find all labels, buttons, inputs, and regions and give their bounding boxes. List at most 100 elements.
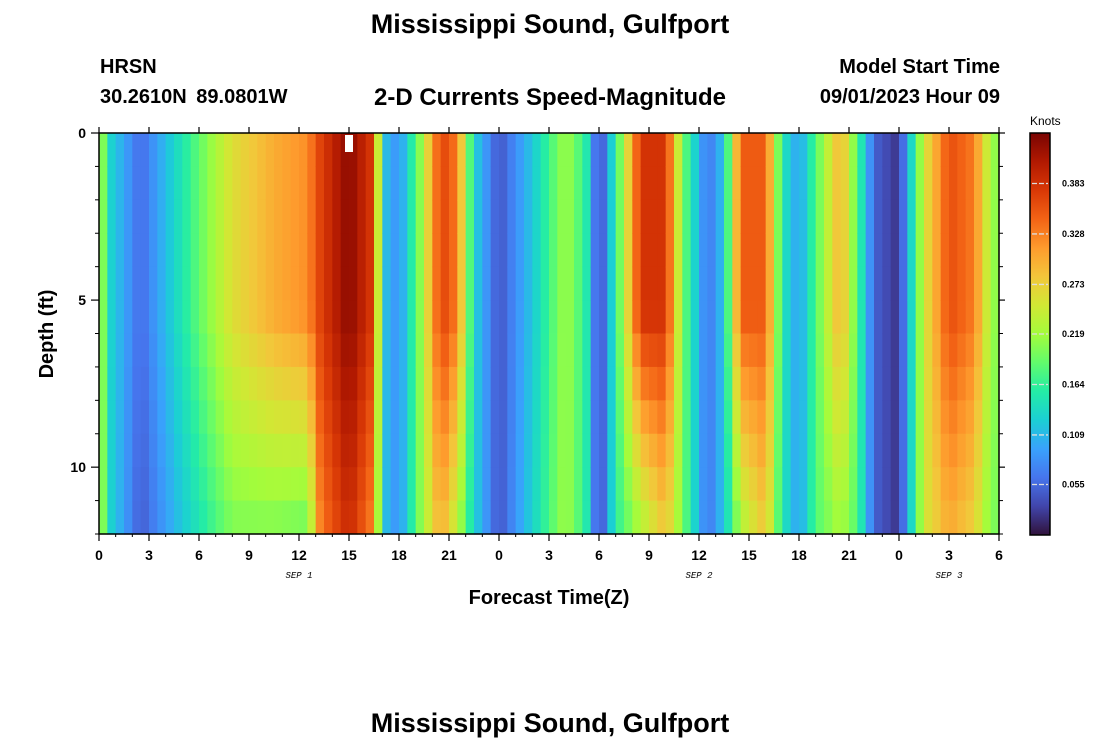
heatmap-cell: [782, 400, 792, 435]
heatmap-cell: [615, 500, 625, 535]
heatmap-cell: [549, 300, 558, 335]
heatmap-cell: [482, 133, 492, 168]
heatmap-cell: [790, 500, 800, 535]
heatmap-cell: [349, 166, 358, 201]
heatmap-cell: [815, 467, 825, 502]
heatmap-cell: [640, 433, 650, 468]
heatmap-cell: [332, 467, 342, 502]
heatmap-cell: [182, 467, 192, 502]
x-tick-label: 6: [595, 547, 603, 563]
heatmap-cell: [474, 467, 483, 502]
x-tick-label: 18: [391, 547, 407, 563]
heatmap-cell: [157, 500, 167, 535]
heatmap-cell: [532, 266, 542, 301]
heatmap-cell: [432, 467, 442, 502]
heatmap-cell: [507, 433, 517, 468]
heatmap-cell: [932, 366, 942, 401]
heatmap-cell: [665, 433, 675, 468]
heatmap-cell: [449, 400, 458, 435]
heatmap-cell: [240, 233, 250, 268]
heatmap-cell: [940, 500, 950, 535]
heatmap-cell: [365, 166, 375, 201]
heatmap-cell: [657, 300, 667, 335]
heatmap-cell: [124, 166, 133, 201]
heatmap-cell: [932, 300, 942, 335]
heatmap-cell: [240, 166, 250, 201]
heatmap-cell: [149, 333, 158, 368]
heatmap-cell: [374, 500, 383, 535]
heatmap-cell: [299, 467, 308, 502]
heatmap-cell: [765, 233, 775, 268]
heatmap-cell: [524, 233, 533, 268]
heatmap-cell: [499, 500, 508, 535]
heatmap-cell: [990, 467, 1000, 502]
heatmap-cell: [649, 400, 658, 435]
heatmap-cell: [740, 366, 750, 401]
heatmap-cell: [565, 233, 575, 268]
heatmap-cell: [957, 300, 967, 335]
heatmap-cell: [565, 166, 575, 201]
heatmap-cell: [382, 233, 392, 268]
heatmap-cell: [757, 233, 767, 268]
heatmap-cell: [549, 233, 558, 268]
heatmap-cell: [615, 300, 625, 335]
heatmap-cell: [990, 266, 1000, 301]
heatmap-cell: [615, 133, 625, 168]
heatmap-cell: [432, 300, 442, 335]
heatmap-cell: [249, 300, 258, 335]
heatmap-cell: [874, 199, 883, 234]
heatmap-cell: [174, 300, 183, 335]
heatmap-cell: [949, 300, 958, 335]
heatmap-cell: [782, 467, 792, 502]
heatmap-cell: [815, 300, 825, 335]
heatmap-cell: [824, 433, 833, 468]
y-axis: 0 5 10: [70, 125, 1005, 535]
heatmap-cell: [774, 166, 783, 201]
heatmap-cell: [299, 366, 308, 401]
heatmap-cell: [424, 400, 433, 435]
heatmap-cell: [332, 300, 342, 335]
heatmap-cell: [465, 166, 475, 201]
heatmap-cell: [857, 266, 867, 301]
heatmap-cell: [157, 333, 167, 368]
heatmap-cell: [274, 366, 283, 401]
heatmap-cell: [982, 300, 992, 335]
heatmap-cell: [682, 467, 692, 502]
heatmap-cell: [349, 467, 358, 502]
heatmap-cell: [732, 433, 742, 468]
heatmap-cell: [282, 199, 292, 234]
heatmap-cell: [965, 266, 975, 301]
heatmap-cell: [482, 366, 492, 401]
heatmap-cell: [807, 500, 817, 535]
heatmap-cell: [690, 300, 700, 335]
heatmap-cell: [165, 500, 175, 535]
heatmap-cell: [857, 233, 867, 268]
heatmap-cell: [799, 300, 808, 335]
heatmap-cell: [574, 433, 583, 468]
x-tick-label: 15: [341, 547, 357, 563]
heatmap-cell: [499, 233, 508, 268]
heatmap-cell: [782, 166, 792, 201]
heatmap-cell: [932, 233, 942, 268]
heatmap-cell: [615, 166, 625, 201]
heatmap-cell: [565, 300, 575, 335]
heatmap-cell: [340, 300, 350, 335]
heatmap-cell: [840, 433, 850, 468]
heatmap-cell: [490, 333, 500, 368]
heatmap-cell: [815, 133, 825, 168]
heatmap-cell: [624, 133, 633, 168]
heatmap-cell: [907, 366, 917, 401]
heatmap-cell: [132, 433, 142, 468]
heatmap-cell: [574, 133, 583, 168]
heatmap-cell: [240, 199, 250, 234]
heatmap-cell: [290, 333, 300, 368]
heatmap-cell: [174, 233, 183, 268]
heatmap-cell: [749, 333, 758, 368]
heatmap-cell: [740, 333, 750, 368]
heatmap-cell: [749, 467, 758, 502]
heatmap-cell: [207, 467, 217, 502]
heatmap-cell: [399, 133, 408, 168]
heatmap-cell: [365, 333, 375, 368]
heatmap-cell: [932, 199, 942, 234]
heatmap-cell: [515, 300, 525, 335]
